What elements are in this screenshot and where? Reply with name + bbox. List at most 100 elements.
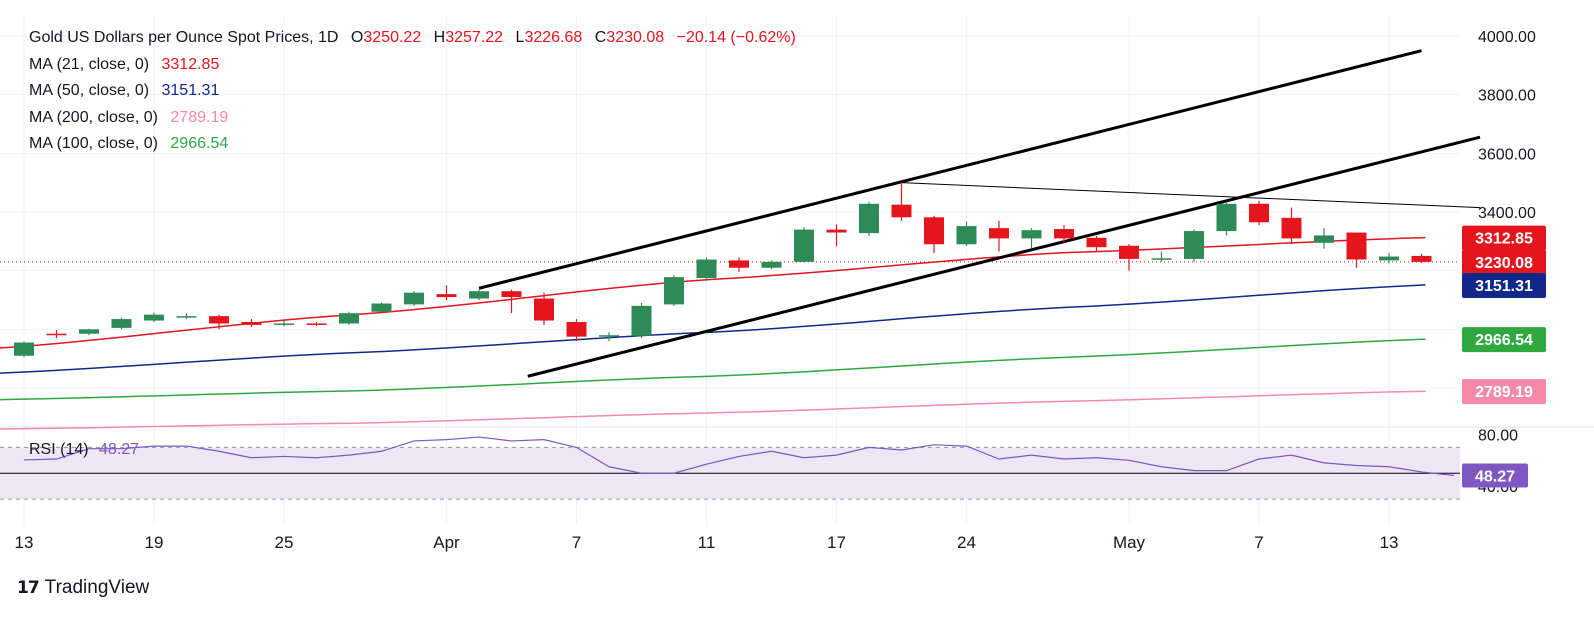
open-key: O (350, 29, 364, 46)
rsi-value-tag (1462, 463, 1528, 488)
low-key: L (515, 29, 525, 46)
ma200-label: MA (200, close, 0) (29, 109, 158, 126)
candle-down (924, 217, 944, 245)
candle-down (501, 291, 522, 298)
rsi-value-tag-text: 48.27 (1475, 468, 1515, 485)
candle-down (534, 298, 554, 321)
price-tag (1462, 327, 1546, 353)
rsi-tick-label: 80.00 (1478, 427, 1518, 444)
candle-down (1411, 255, 1432, 262)
time-tick-label: 19 (145, 533, 164, 552)
candle-up (469, 291, 489, 299)
candle-down (209, 316, 229, 324)
ma50-label: MA (50, close, 0) (29, 82, 150, 99)
candle-up (371, 303, 392, 312)
low-value: 3226.68 (524, 29, 583, 46)
candle-up (761, 261, 782, 268)
candle-down (241, 322, 262, 325)
price-tick-label: 3800.00 (1478, 88, 1536, 105)
candle-up (79, 329, 99, 334)
time-axis: 13 19 25 Apr 7 11 17 24 May 7 13 (15, 533, 1399, 552)
high-key: H (433, 29, 446, 46)
candle-down (1086, 237, 1107, 248)
candle-up (1151, 258, 1172, 260)
ma-line (0, 338, 1426, 401)
price-tag (1462, 272, 1546, 298)
price-tag-text: 3312.85 (1475, 231, 1533, 248)
candle-down (46, 333, 67, 336)
candle-up (274, 323, 294, 325)
time-tick-label: 13 (15, 533, 34, 552)
tradingview-branding[interactable]: 17 TradingView (17, 577, 149, 599)
time-tick-label: Apr (433, 533, 460, 552)
time-tick-label: 7 (572, 533, 581, 552)
rsi-legend: RSI (14) 48.27 (29, 441, 139, 459)
candle-up (1021, 230, 1042, 239)
legend-ma200: MA (200, close, 0) 2789.19 (29, 109, 228, 127)
candle-down (1054, 229, 1074, 239)
ma200-value: 2789.19 (170, 109, 229, 126)
close-value: 3230.08 (606, 29, 665, 46)
candle-down (1281, 217, 1302, 239)
time-tick-label: 13 (1380, 533, 1399, 552)
open-value: 3250.22 (363, 29, 422, 46)
channel-lower (527, 135, 1481, 378)
ma100-label: MA (100, close, 0) (29, 135, 158, 152)
candle-up (859, 203, 879, 234)
symbol-title: Gold US Dollars per Ounce Spot Prices, 1… (29, 29, 339, 46)
ma50-value: 3151.31 (161, 82, 220, 99)
candle-up (664, 277, 684, 305)
price-tag (1462, 249, 1546, 275)
time-tick-label: 11 (698, 533, 716, 552)
channel-upper (478, 49, 1422, 290)
legend-ma21: MA (21, close, 0) 3312.85 (29, 56, 219, 74)
candle-up (794, 229, 814, 262)
candle-up (14, 342, 34, 356)
candle-up (631, 305, 652, 336)
candle-down (826, 229, 847, 233)
price-tag (1462, 225, 1546, 251)
legend-ma100: MA (100, close, 0) 2966.54 (29, 135, 228, 153)
candle-down (436, 294, 457, 298)
candle-up (1379, 256, 1399, 261)
candle-up (599, 335, 619, 337)
candle-up (1314, 235, 1334, 243)
price-axis: 3400.00 3600.00 3800.00 4000.00 (1478, 29, 1536, 222)
rsi-value: 48.27 (99, 441, 140, 458)
candle-up (404, 292, 424, 305)
change-value: −20.14 (−0.62%) (676, 29, 796, 46)
candle-down (989, 228, 1009, 239)
candle-up (176, 316, 197, 318)
brand-name: TradingView (44, 577, 150, 598)
candle-up (1184, 231, 1204, 259)
time-tick-label: 7 (1254, 533, 1263, 552)
time-tick-label: 17 (827, 533, 846, 552)
chart-legend-ohlc: Gold US Dollars per Ounce Spot Prices, 1… (29, 29, 796, 47)
ma-line (0, 284, 1426, 374)
candle-up (696, 259, 717, 278)
price-tag-text: 2789.19 (1475, 384, 1533, 401)
ma21-value: 3312.85 (161, 56, 220, 73)
candle-up (111, 319, 132, 328)
candle-up (956, 226, 977, 245)
price-tick-label: 3400.00 (1478, 205, 1536, 222)
rsi-line (23, 436, 1455, 477)
candle-up (339, 313, 359, 324)
candle-down (1119, 245, 1139, 259)
candle-down (306, 323, 327, 325)
legend-ma50: MA (50, close, 0) 3151.31 (29, 82, 219, 100)
time-tick-label: 25 (275, 533, 294, 552)
trendlines (478, 49, 1481, 378)
ma100-value: 2966.54 (170, 135, 229, 152)
candle-up (1216, 203, 1237, 232)
price-tag-text: 3151.31 (1475, 278, 1533, 295)
candles (14, 182, 1432, 358)
candle-down (566, 322, 587, 337)
rsi-label: RSI (14) (29, 441, 89, 458)
price-labels: 3312.85 3230.08 3151.31 2966.54 2789.19 (1462, 225, 1546, 405)
price-tick-label: 3600.00 (1478, 146, 1536, 163)
time-tick-label: May (1113, 533, 1146, 552)
candle-down (1249, 203, 1269, 223)
